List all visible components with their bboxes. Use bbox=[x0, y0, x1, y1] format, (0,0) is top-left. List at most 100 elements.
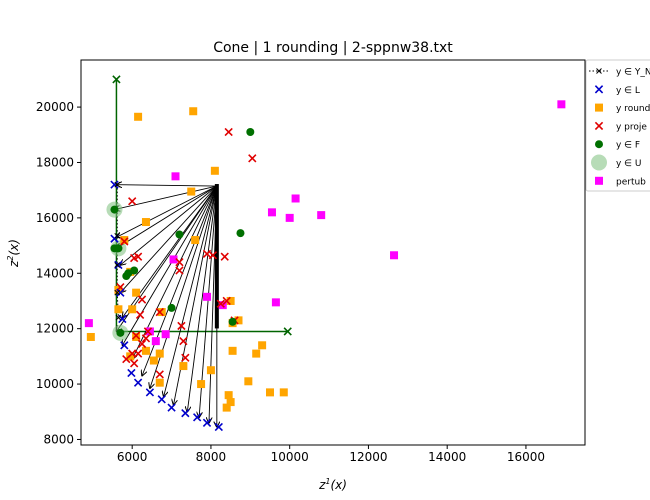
legend: y ∈ Y_Ny ∈ L y round y proje y ∈ F y ∈ U pert… bbox=[585, 59, 650, 192]
legend-marker-F bbox=[595, 140, 603, 149]
point-proj bbox=[122, 354, 131, 364]
point-proj bbox=[131, 331, 141, 340]
point-YN bbox=[114, 289, 121, 296]
point-F bbox=[130, 266, 139, 275]
point-YN bbox=[114, 262, 121, 268]
point-proj-stroke bbox=[128, 197, 137, 206]
point-round bbox=[191, 236, 200, 245]
point-proj bbox=[137, 295, 147, 304]
point-L-stroke bbox=[116, 288, 125, 297]
point-proj-stroke bbox=[120, 237, 129, 246]
point-proj bbox=[155, 307, 164, 317]
point-round bbox=[228, 346, 237, 355]
point-proj-stroke bbox=[202, 249, 212, 259]
point-proj-stroke bbox=[129, 359, 139, 368]
point-L bbox=[192, 413, 202, 422]
point-YN-stroke bbox=[114, 233, 121, 239]
legend-marker-L-stroke bbox=[594, 85, 604, 94]
arrow bbox=[122, 185, 218, 345]
legend-marker-proj bbox=[594, 121, 604, 131]
point-round bbox=[226, 398, 235, 407]
point-round bbox=[210, 166, 219, 175]
plot-frame bbox=[80, 59, 586, 446]
point-L-stroke bbox=[192, 413, 202, 422]
point-round bbox=[179, 362, 188, 371]
point-proj bbox=[202, 249, 212, 259]
point-round bbox=[155, 378, 164, 387]
point-round bbox=[149, 356, 158, 365]
point-proj-stroke bbox=[222, 296, 231, 306]
legend-marker-proj-stroke bbox=[594, 121, 604, 131]
legend-label: y ∈ U bbox=[616, 159, 641, 169]
point-round bbox=[234, 316, 243, 325]
point-pertub bbox=[169, 255, 178, 264]
x-tick-label: 16000 bbox=[507, 450, 545, 464]
point-F bbox=[246, 128, 255, 137]
y-axis-label: z2(x) bbox=[6, 239, 21, 268]
x-tick-label: 10000 bbox=[271, 450, 309, 464]
point-pertub bbox=[557, 100, 566, 109]
point-round bbox=[114, 305, 123, 314]
point-round bbox=[132, 288, 141, 297]
point-L bbox=[167, 403, 176, 412]
legend-marker-pertub bbox=[595, 176, 603, 185]
arrow bbox=[116, 185, 218, 237]
cone-ray-right-end bbox=[283, 327, 292, 336]
point-L-stroke bbox=[181, 408, 190, 418]
point-L-stroke bbox=[127, 368, 136, 378]
point-round bbox=[134, 112, 143, 121]
arrow bbox=[164, 185, 218, 397]
point-proj-stroke bbox=[129, 253, 139, 263]
x-axis-label: z1(x) bbox=[318, 477, 347, 492]
legend-marker-L bbox=[594, 85, 604, 94]
point-proj bbox=[222, 296, 231, 306]
x-tick-label: 14000 bbox=[428, 450, 466, 464]
point-proj-stroke bbox=[133, 349, 143, 358]
legend-marker-U bbox=[591, 154, 607, 171]
point-YN bbox=[114, 233, 121, 239]
arrow bbox=[187, 185, 218, 412]
point-round bbox=[244, 377, 253, 386]
point-round bbox=[141, 346, 150, 355]
point-proj bbox=[128, 197, 137, 206]
point-round bbox=[86, 332, 95, 341]
point-round bbox=[206, 366, 215, 375]
legend-label: y proje bbox=[616, 122, 647, 132]
legend-label: y ∈ F bbox=[616, 141, 640, 151]
point-proj-stroke bbox=[224, 127, 233, 137]
point-round bbox=[258, 341, 267, 350]
y-tick-label: 20000 bbox=[36, 100, 74, 114]
point-round bbox=[155, 349, 164, 358]
point-pertub bbox=[203, 292, 211, 301]
point-round bbox=[132, 332, 141, 341]
point-proj bbox=[129, 253, 139, 263]
point-YN-stroke bbox=[114, 181, 121, 188]
point-F bbox=[228, 317, 237, 326]
point-L-stroke bbox=[110, 180, 119, 189]
arrow bbox=[116, 185, 218, 248]
point-F bbox=[167, 303, 176, 312]
point-L bbox=[214, 422, 223, 432]
point-proj-stroke bbox=[248, 154, 257, 163]
point-round bbox=[187, 187, 196, 196]
point-F bbox=[175, 230, 184, 239]
point-L bbox=[157, 395, 166, 404]
point-F bbox=[236, 229, 245, 238]
point-proj-stroke bbox=[181, 353, 190, 362]
point-proj-stroke bbox=[220, 252, 229, 261]
point-pertub bbox=[390, 251, 399, 260]
arrow bbox=[116, 185, 217, 186]
point-proj-stroke bbox=[179, 336, 188, 346]
point-proj-stroke bbox=[155, 307, 164, 317]
point-proj bbox=[155, 370, 164, 379]
point-round bbox=[226, 296, 235, 305]
point-L-stroke bbox=[114, 260, 123, 270]
cone-ray-right-end-stroke bbox=[283, 327, 292, 336]
point-YN-stroke bbox=[114, 262, 121, 268]
arrow bbox=[120, 185, 218, 265]
point-proj-stroke bbox=[122, 354, 131, 364]
nondominated-line bbox=[116, 184, 119, 318]
point-L-stroke bbox=[214, 422, 223, 432]
y-tick-label: 8000 bbox=[43, 432, 74, 446]
